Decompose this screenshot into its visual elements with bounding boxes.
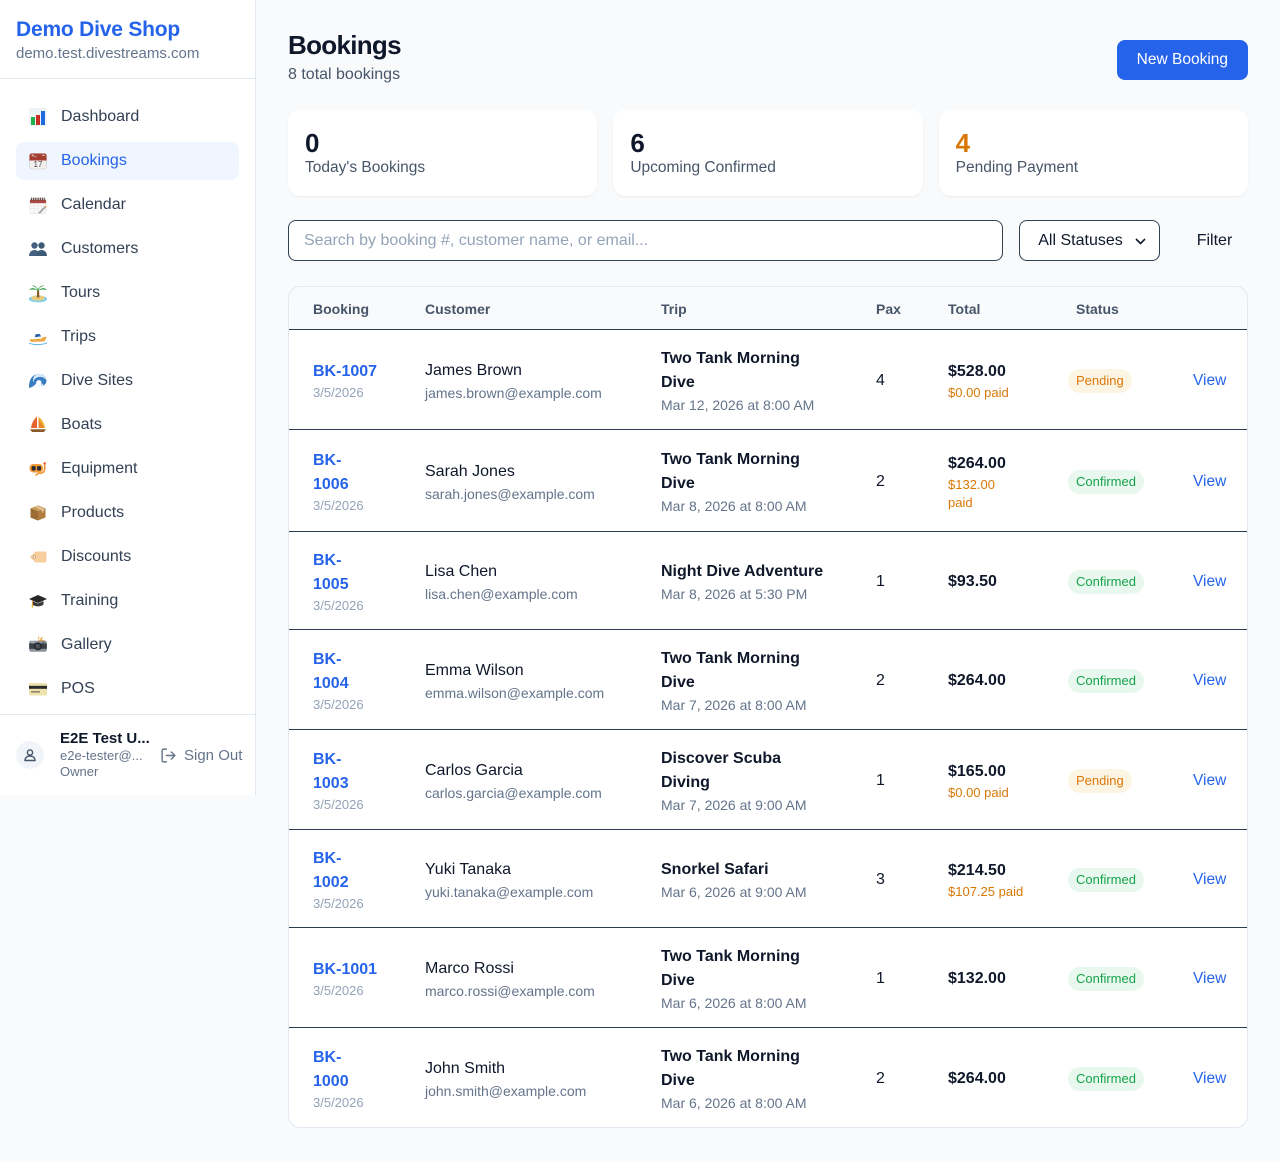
svg-text:17: 17 [34, 160, 43, 169]
